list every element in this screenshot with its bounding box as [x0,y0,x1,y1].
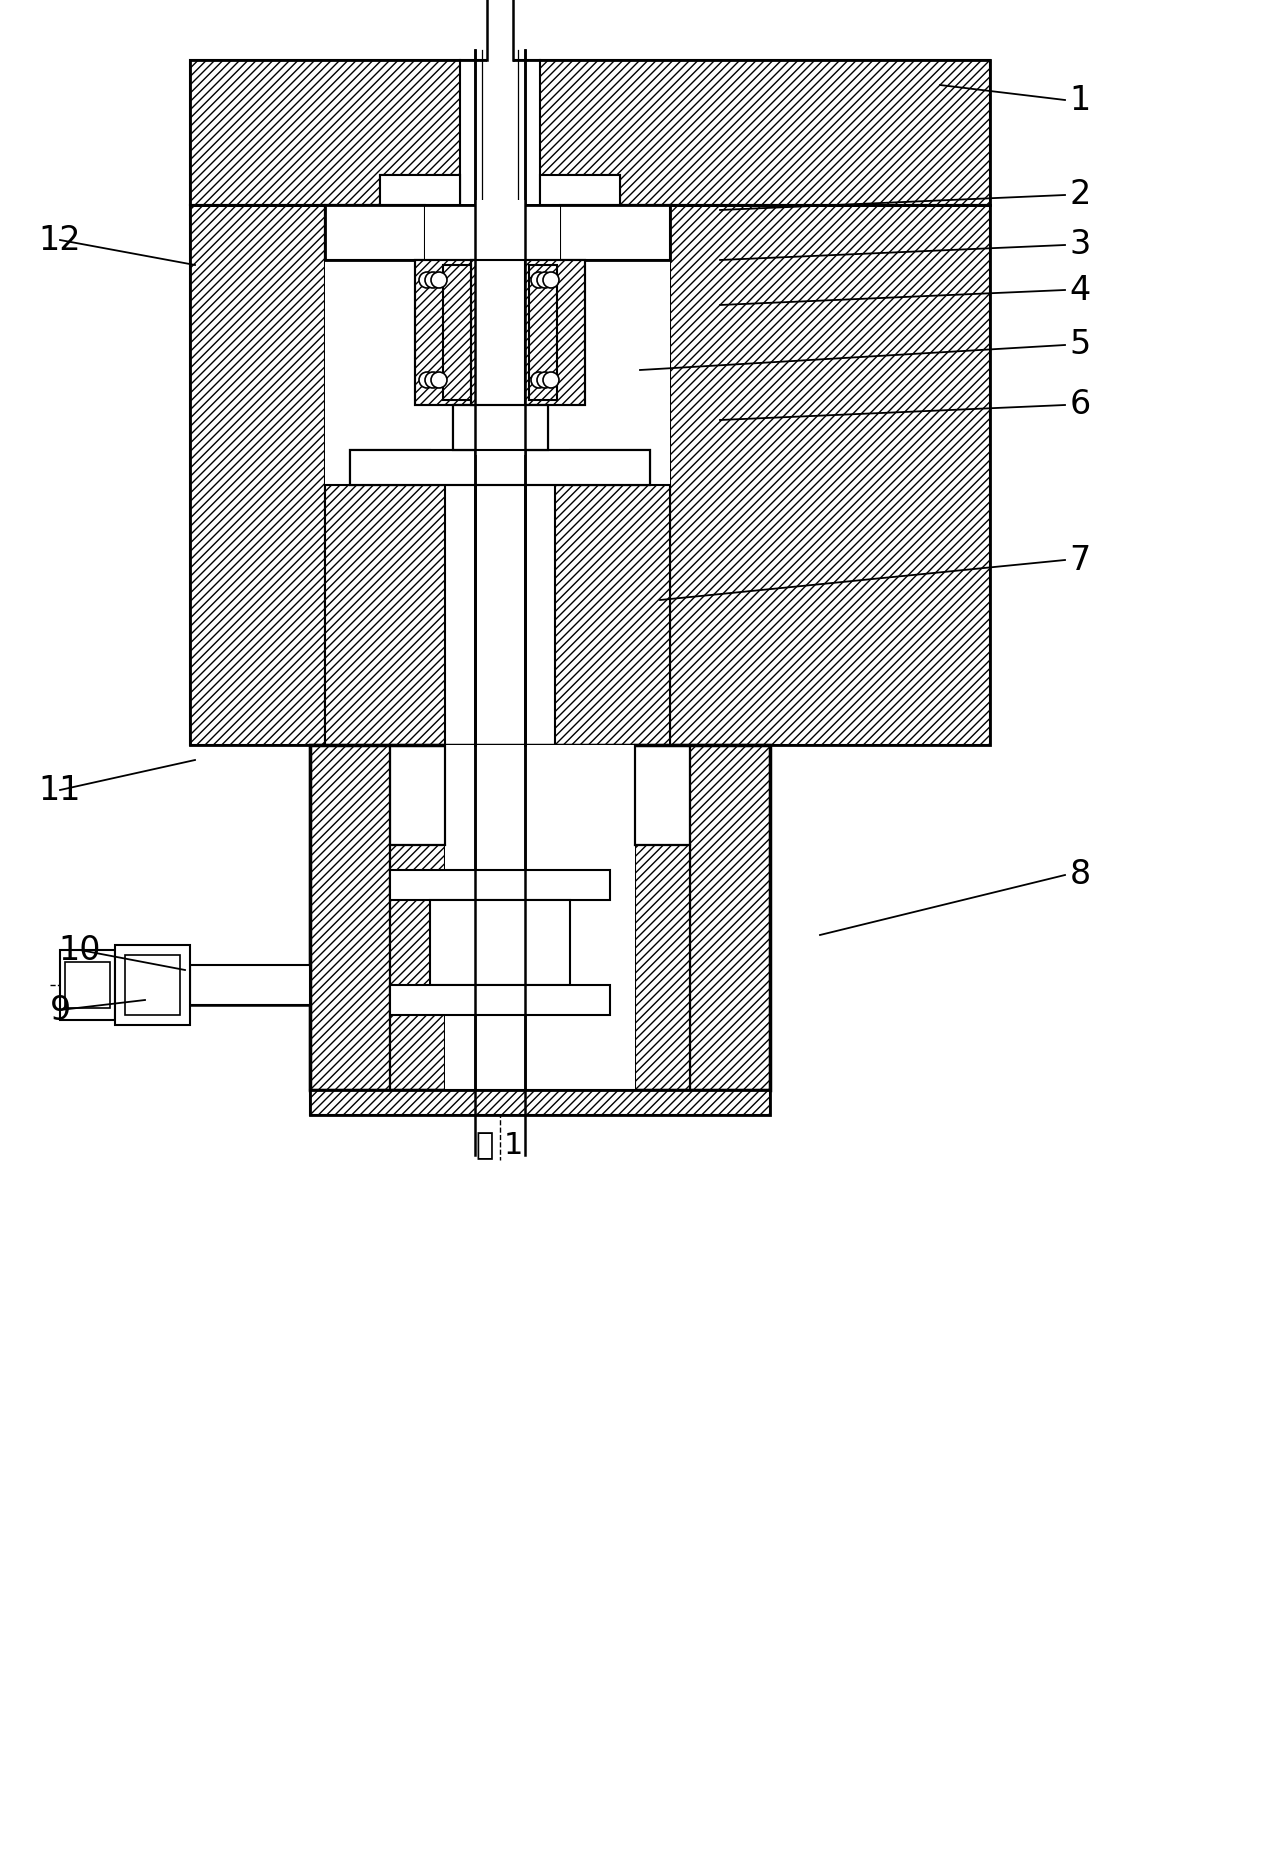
Bar [475,484,525,745]
Circle shape [531,272,547,289]
Bar [443,265,471,401]
Bar [325,205,425,261]
Bar [471,261,525,404]
Circle shape [425,373,442,388]
Bar [453,404,548,451]
Bar [325,484,445,745]
Bar [325,205,669,261]
Bar [525,261,585,404]
Text: 11: 11 [38,773,81,807]
Bar [453,404,475,451]
Bar [635,846,690,1090]
Bar [390,745,445,846]
Bar [325,205,425,261]
Circle shape [431,373,447,388]
Bar [310,1090,771,1114]
Bar [475,199,525,455]
Bar [415,261,475,404]
Bar [540,175,620,205]
Bar [65,961,110,1008]
Text: 图 1: 图 1 [476,1131,524,1159]
Circle shape [543,373,559,388]
Bar [189,965,310,1004]
Bar [430,900,570,986]
Circle shape [425,272,442,289]
Bar [460,60,540,205]
Bar [570,451,650,484]
Text: 9: 9 [50,993,70,1027]
Bar [310,745,771,1090]
Circle shape [543,272,559,289]
Bar [561,175,620,205]
Bar [561,205,669,261]
Bar [349,451,650,484]
Bar [60,950,115,1021]
Text: 2: 2 [1069,179,1091,212]
Bar [526,404,548,451]
Text: 1: 1 [1069,84,1091,117]
Bar [325,205,669,261]
Text: 6: 6 [1069,389,1091,421]
Text: 3: 3 [1069,229,1091,261]
Bar [115,945,189,1025]
Bar [561,205,669,261]
Bar [635,745,690,846]
Text: 4: 4 [1069,274,1091,307]
Bar [380,175,460,205]
Bar [390,986,611,1015]
Bar [325,205,669,745]
Bar [475,404,526,451]
Bar [189,60,989,205]
Circle shape [419,373,435,388]
Bar [475,261,525,745]
Bar [310,745,390,1090]
Bar [443,265,471,401]
Bar [690,745,771,1090]
Text: 12: 12 [38,224,82,257]
Bar [556,484,669,745]
Bar [453,404,548,451]
Text: 5: 5 [1069,328,1091,361]
Bar [445,745,635,1090]
Text: 7: 7 [1069,544,1091,576]
Bar [540,175,620,205]
Bar [380,175,460,205]
Bar [189,205,989,745]
Bar [349,451,430,484]
Circle shape [538,272,553,289]
Circle shape [419,272,435,289]
Bar [635,745,690,846]
Bar [390,846,445,1090]
Text: 8: 8 [1069,859,1091,892]
Bar [390,745,445,846]
Bar [445,745,635,1090]
Circle shape [538,373,553,388]
Bar [189,60,989,205]
Bar [669,205,989,745]
Bar [525,261,585,404]
Circle shape [431,272,447,289]
Bar [471,261,525,404]
Bar [125,956,180,1015]
Bar [310,745,771,1090]
Bar [486,0,513,65]
Circle shape [531,373,547,388]
Bar [310,1090,771,1114]
Bar [390,870,611,900]
Bar [425,205,561,261]
Bar [415,261,475,404]
Bar [529,265,557,401]
Bar [189,205,325,745]
Bar [529,265,557,401]
Bar [349,451,650,484]
Text: 10: 10 [59,933,101,967]
